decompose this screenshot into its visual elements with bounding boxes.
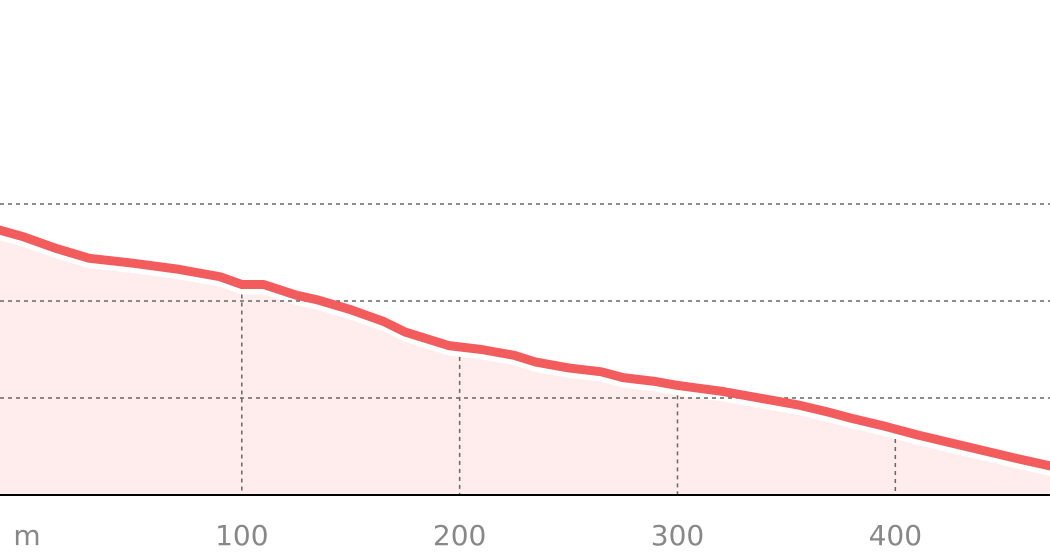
series-line-layer (0, 225, 1050, 471)
x-tick-label-300: 300 (651, 519, 704, 552)
area-fill-layer (0, 240, 1050, 495)
horizontal-gridlines (0, 203, 1050, 399)
x-tick-label-400: 400 (869, 519, 922, 552)
x-unit-label: m (13, 519, 40, 552)
x-tick-labels: 100 200 300 400 (215, 519, 922, 552)
vertical-gridlines (241, 294, 897, 495)
x-tick-label-200: 200 (433, 519, 486, 552)
series-line (0, 225, 1050, 471)
area-fill (0, 240, 1050, 495)
x-tick-label-100: 100 (215, 519, 268, 552)
